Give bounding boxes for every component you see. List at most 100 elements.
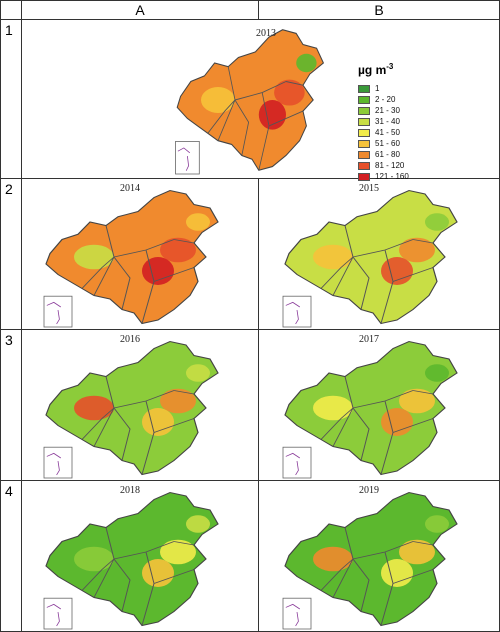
province-border: [392, 418, 434, 433]
legend-item: 121 - 160: [358, 171, 409, 182]
map-year-label: 2019: [359, 485, 379, 496]
concentration-patch: [74, 244, 114, 270]
legend-unit: µg m-3: [358, 62, 394, 77]
south-china-sea-inset: [282, 446, 312, 479]
province-border: [320, 558, 354, 591]
legend-item: 2 - 20: [358, 94, 409, 105]
concentration-patch: [313, 546, 353, 572]
map-2014: [43, 189, 219, 328]
concentration-patch: [425, 213, 449, 231]
corner-cell: [0, 0, 22, 20]
province-border: [173, 541, 195, 546]
concentration-patch: [186, 515, 210, 533]
concentration-patch: [258, 100, 286, 130]
province-border: [153, 569, 195, 584]
concentration-patch: [274, 79, 305, 106]
concentration-patch: [296, 53, 317, 73]
concentration-patch: [399, 237, 435, 263]
legend: µg m-3 1 2 - 20 21 - 30 31 - 40 41 - 50 51 - …: [358, 62, 409, 182]
province-border: [153, 267, 195, 282]
concentration-patch: [186, 364, 210, 382]
province-border: [81, 407, 115, 440]
legend-label: 81 - 120: [375, 161, 405, 170]
concentration-patch: [399, 539, 435, 565]
country-border: [176, 29, 325, 171]
province-border: [207, 99, 236, 134]
concentration-patch: [313, 244, 353, 270]
province-border: [173, 239, 195, 244]
legend-swatch: [358, 161, 370, 170]
province-border: [352, 407, 370, 461]
row-label-3: 3: [0, 329, 22, 481]
map-year-label: 2015: [359, 183, 379, 194]
country-border: [45, 189, 219, 325]
map-cell-2016: 2016: [21, 329, 259, 481]
legend-item: 21 - 30: [358, 105, 409, 116]
province-border: [352, 558, 370, 612]
concentration-patch: [381, 559, 413, 587]
province-border: [320, 407, 354, 440]
province-border: [268, 110, 304, 127]
legend-swatch: [358, 172, 370, 181]
row-label-1: 1: [0, 19, 22, 179]
legend-label: 121 - 160: [375, 172, 409, 181]
legend-label: 61 - 80: [375, 150, 400, 159]
south-china-sea-inset: [43, 597, 73, 630]
legend-label: 21 - 30: [375, 106, 400, 115]
map-year-label: 2013: [256, 28, 276, 39]
province-border: [285, 81, 304, 86]
map-cell-2015: 2015: [258, 178, 500, 330]
legend-label: 51 - 60: [375, 139, 400, 148]
map-2016: [43, 340, 219, 479]
province-border: [81, 256, 115, 289]
concentration-patch: [381, 408, 413, 436]
province-border: [392, 569, 434, 584]
map-2018: [43, 491, 219, 630]
legend-swatch: [358, 139, 370, 148]
province-border: [352, 256, 370, 310]
country-border: [284, 189, 458, 325]
concentration-patch: [142, 559, 174, 587]
legend-item: 51 - 60: [358, 138, 409, 149]
legend-swatch: [358, 106, 370, 115]
province-border: [320, 256, 354, 289]
legend-item: 1: [358, 83, 409, 94]
map-2013: [175, 29, 325, 175]
legend-label: 41 - 50: [375, 128, 400, 137]
legend-item: 81 - 120: [358, 160, 409, 171]
south-china-sea-inset: [175, 141, 200, 175]
legend-label: 1: [375, 84, 380, 93]
concentration-patch: [142, 257, 174, 285]
map-year-label: 2018: [120, 485, 140, 496]
legend-item: 61 - 80: [358, 149, 409, 160]
concentration-patch: [160, 388, 196, 414]
south-china-sea-inset: [43, 446, 73, 479]
province-border: [412, 239, 434, 244]
legend-swatch: [358, 117, 370, 126]
map-year-label: 2014: [120, 183, 140, 194]
legend-item: 31 - 40: [358, 116, 409, 127]
map-cell-2018: 2018: [21, 480, 259, 632]
legend-swatch: [358, 128, 370, 137]
country-border: [284, 340, 458, 476]
column-header-a: A: [21, 0, 259, 20]
row-label-4: 4: [0, 480, 22, 632]
map-year-label: 2016: [120, 334, 140, 345]
province-border: [392, 267, 434, 282]
concentration-patch: [381, 257, 413, 285]
map-2015: [282, 189, 458, 328]
concentration-patch: [74, 546, 114, 572]
legend-swatch: [358, 95, 370, 104]
map-cell-2017: 2017: [258, 329, 500, 481]
province-border: [81, 558, 115, 591]
province-border: [412, 390, 434, 395]
south-china-sea-inset: [282, 295, 312, 328]
province-border: [173, 390, 195, 395]
row-label-2: 2: [0, 178, 22, 330]
province-border: [113, 256, 131, 310]
concentration-patch: [186, 213, 210, 231]
country-border: [284, 491, 458, 627]
south-china-sea-inset: [282, 597, 312, 630]
concentration-patch: [74, 395, 114, 421]
